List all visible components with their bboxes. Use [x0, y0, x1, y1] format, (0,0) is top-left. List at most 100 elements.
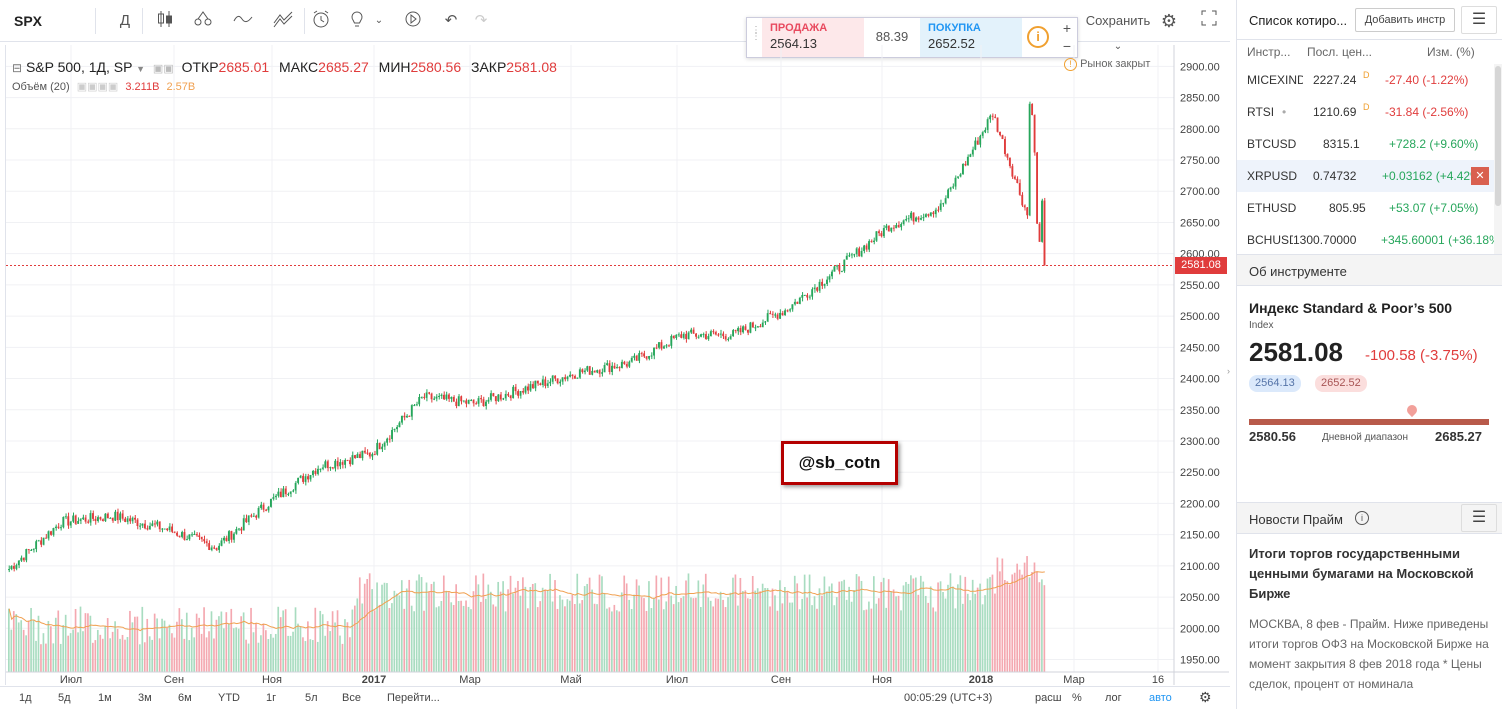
gear-icon[interactable]: ⚙ [1160, 11, 1178, 31]
save-button[interactable]: Сохранить ⌄ [1080, 9, 1156, 52]
watchlist-row-selected[interactable]: XRPUSD 0.74732 +0.03162 (+4.42%) ✕ [1237, 160, 1502, 192]
alert-clock-icon[interactable] [308, 9, 334, 33]
watchlist-scrollbar[interactable] [1494, 64, 1502, 254]
add-symbol-button[interactable]: Добавить инстр [1355, 8, 1455, 32]
info-icon[interactable]: i [1355, 511, 1369, 525]
compare-icon[interactable] [188, 9, 218, 33]
volume-bar [74, 608, 77, 672]
volume-bar [371, 589, 373, 672]
row-change: -27.40 (-1.22%) [1385, 73, 1469, 87]
volume-bar [709, 600, 712, 672]
log-toggle[interactable]: лог [1105, 692, 1122, 704]
candle-body [887, 225, 890, 232]
column-header-symbol[interactable]: Инстр... [1247, 45, 1291, 59]
zoom-out-icon[interactable]: − [1062, 38, 1072, 54]
price-tick-label: 2750.00 [1180, 155, 1220, 167]
watchlist-row[interactable]: MICEXINDE 2227.24 D -27.40 (-1.22%) [1237, 64, 1502, 96]
row-symbol: BTCUSD [1247, 137, 1297, 151]
watchlist-row[interactable]: ETHUSD 805.95 +53.07 (+7.05%) [1237, 192, 1502, 224]
range-ytd[interactable]: YTD [218, 692, 240, 704]
volume-bar [213, 638, 215, 672]
candle-body [690, 329, 692, 333]
candle-body [302, 475, 304, 482]
candle-body [272, 497, 275, 499]
range-all[interactable]: Все [342, 692, 361, 704]
goto-date[interactable]: Перейти... [387, 692, 440, 704]
indicators-icon[interactable] [228, 9, 258, 33]
legend-title[interactable]: S&P 500, 1Д, SP [25, 59, 133, 75]
interval-button[interactable]: Д [119, 12, 131, 29]
range-1d[interactable]: 1д [19, 692, 32, 704]
redo-icon[interactable]: ↷ [474, 12, 488, 29]
collapse-icon[interactable]: ⊟ [12, 61, 23, 75]
candle-body [361, 450, 364, 459]
scrollbar-thumb[interactable] [1495, 66, 1501, 206]
remove-row-icon[interactable]: ✕ [1471, 167, 1489, 185]
watchlist-row[interactable]: BTCUSD 8315.1 +728.2 (+9.60%) [1237, 128, 1502, 160]
candle-body [311, 470, 314, 476]
volume-settings-icon[interactable]: ▣▣▣▣ [76, 81, 119, 93]
volume-bar [843, 579, 846, 672]
instrument-section-header[interactable]: Об инструменте [1237, 254, 1502, 286]
chevron-right-icon[interactable]: › [1227, 366, 1230, 376]
menu-icon[interactable]: ☰ [1461, 504, 1497, 532]
symbol-search[interactable]: SPX [14, 13, 43, 29]
candle-body [813, 287, 816, 290]
chevron-down-icon[interactable]: ▼ [136, 64, 146, 74]
templates-icon[interactable] [268, 9, 298, 33]
drag-handle-icon[interactable]: ⋮ ⋮ [751, 25, 761, 42]
range-1y[interactable]: 1г [266, 692, 277, 704]
price-chart[interactable]: 1950.00 2000.00 2050.00 2100.00 2150.00 2200.… [6, 45, 1229, 686]
market-status[interactable]: ! Рынок закрыт [1064, 58, 1150, 71]
volume-bar [92, 642, 94, 672]
volume-bar [475, 575, 477, 672]
info-warning-icon[interactable]: i [1027, 26, 1049, 48]
candle-body [712, 331, 715, 333]
sell-button[interactable]: ПРОДАЖА 2564.13 [762, 18, 864, 57]
instrument-price: 2581.08 [1249, 337, 1343, 367]
candle-body [198, 535, 201, 537]
watchlist-row[interactable]: RTSI • 1210.69 D -31.84 (-2.56%) [1237, 96, 1502, 128]
column-header-change[interactable]: Изм. (%) [1427, 45, 1475, 59]
watchlist-row[interactable]: BCHUSD 1300.70000 +345.60001 (+36.18%) [1237, 224, 1502, 256]
news-headline[interactable]: Итоги торгов государственными ценными бу… [1249, 546, 1474, 601]
news-section-header[interactable]: Новости Прайм i ☰ [1237, 502, 1502, 534]
chevron-down-icon[interactable]: ⌄ [374, 15, 384, 26]
volume-bar [116, 628, 119, 672]
range-3m[interactable]: 3м [138, 692, 152, 704]
range-5y[interactable]: 5л [305, 692, 318, 704]
percent-toggle[interactable]: % [1072, 692, 1082, 704]
volume-bar [109, 638, 111, 672]
ideas-bulb-icon[interactable] [344, 9, 370, 33]
buy-button[interactable]: ПОКУПКА 2652.52 [920, 18, 1022, 57]
auto-toggle[interactable]: авто [1149, 692, 1172, 704]
volume-bar [470, 609, 472, 672]
candle-body [541, 379, 544, 385]
volume-bar [178, 608, 181, 672]
range-6m[interactable]: 6м [178, 692, 192, 704]
candle-body [40, 540, 42, 545]
zoom-in-icon[interactable]: + [1062, 20, 1072, 36]
candle-body [984, 129, 987, 133]
column-header-last[interactable]: Посл. цен... [1307, 45, 1373, 59]
range-1m[interactable]: 1м [98, 692, 112, 704]
candle-body [245, 518, 248, 523]
clock-timezone[interactable]: 00:05:29 (UTC+3) [904, 692, 993, 704]
fullscreen-icon[interactable] [1196, 9, 1222, 33]
range-5d[interactable]: 5д [58, 692, 71, 704]
volume-bar [643, 598, 645, 672]
menu-icon[interactable]: ☰ [1461, 6, 1497, 34]
price-tick-label: 2100.00 [1180, 561, 1220, 573]
undo-icon[interactable]: ↶ [444, 12, 458, 29]
gear-icon[interactable]: ⚙ [1199, 689, 1212, 705]
candle-body [59, 527, 62, 529]
chart-pane[interactable]: 1950.00 2000.00 2050.00 2100.00 2150.00 2200.… [5, 45, 1229, 686]
watchlist-title[interactable]: Список котиро... [1249, 13, 1348, 28]
session-toggle[interactable]: расш [1035, 692, 1062, 704]
volume-label[interactable]: Объём (20) [12, 81, 70, 93]
replay-icon[interactable] [400, 9, 426, 33]
candles-icon[interactable] [150, 9, 180, 33]
legend-settings-icon[interactable]: ▣▣ [152, 63, 174, 75]
candle-body [329, 467, 332, 469]
candle-body [999, 131, 1001, 136]
